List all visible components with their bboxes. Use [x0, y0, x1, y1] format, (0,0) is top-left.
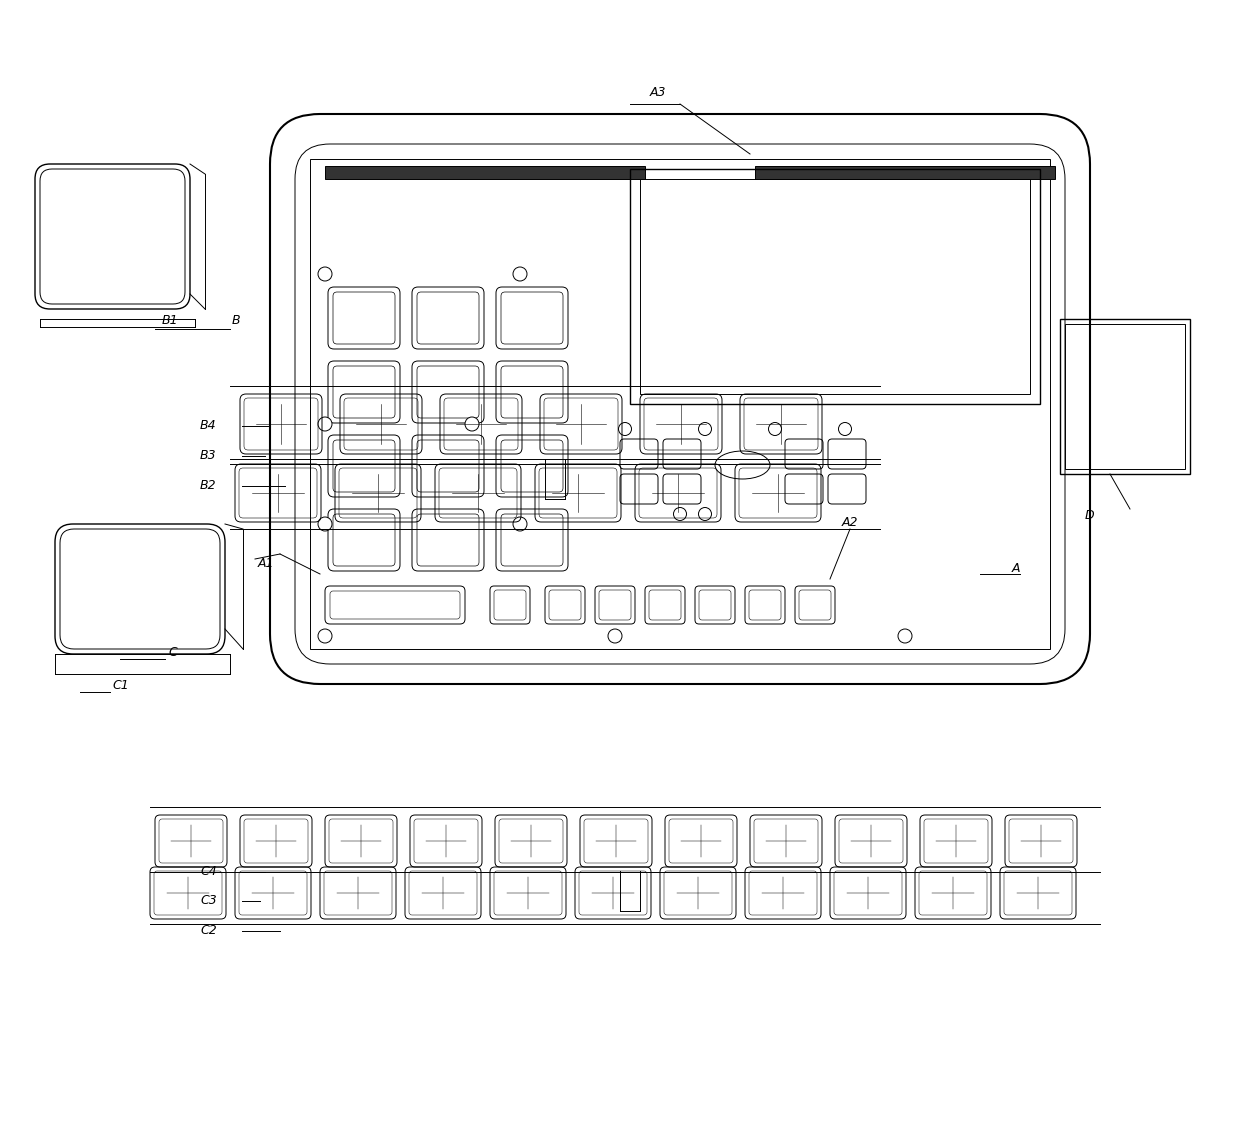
- Text: C4: C4: [200, 865, 217, 878]
- Text: B4: B4: [200, 418, 217, 432]
- Bar: [1065, 324, 1185, 469]
- Text: C1: C1: [112, 679, 129, 692]
- Text: C2: C2: [200, 924, 217, 937]
- Circle shape: [317, 266, 332, 281]
- Circle shape: [769, 423, 781, 435]
- Circle shape: [317, 417, 332, 431]
- Bar: [1060, 319, 1190, 474]
- Circle shape: [698, 508, 712, 521]
- Circle shape: [513, 517, 527, 531]
- Text: B3: B3: [200, 449, 217, 462]
- Circle shape: [317, 517, 332, 531]
- Bar: [630, 169, 1040, 404]
- Text: B1: B1: [162, 314, 179, 327]
- Text: A3: A3: [650, 86, 667, 99]
- Circle shape: [838, 423, 852, 435]
- Bar: [755, 166, 1055, 179]
- Text: C3: C3: [200, 894, 217, 907]
- Bar: [325, 166, 645, 179]
- Text: B: B: [232, 314, 241, 327]
- Text: B2: B2: [200, 479, 217, 492]
- Circle shape: [465, 417, 479, 431]
- Text: A1: A1: [258, 557, 274, 570]
- Text: A: A: [1012, 562, 1021, 575]
- Text: D: D: [1085, 509, 1095, 522]
- Bar: [640, 179, 1030, 393]
- Circle shape: [608, 629, 622, 643]
- Circle shape: [317, 629, 332, 643]
- Circle shape: [619, 423, 631, 435]
- Circle shape: [898, 629, 911, 643]
- Bar: [310, 159, 1050, 649]
- Circle shape: [673, 508, 687, 521]
- Circle shape: [698, 423, 712, 435]
- Circle shape: [513, 266, 527, 281]
- Text: A2: A2: [842, 516, 858, 528]
- Text: C: C: [167, 646, 177, 659]
